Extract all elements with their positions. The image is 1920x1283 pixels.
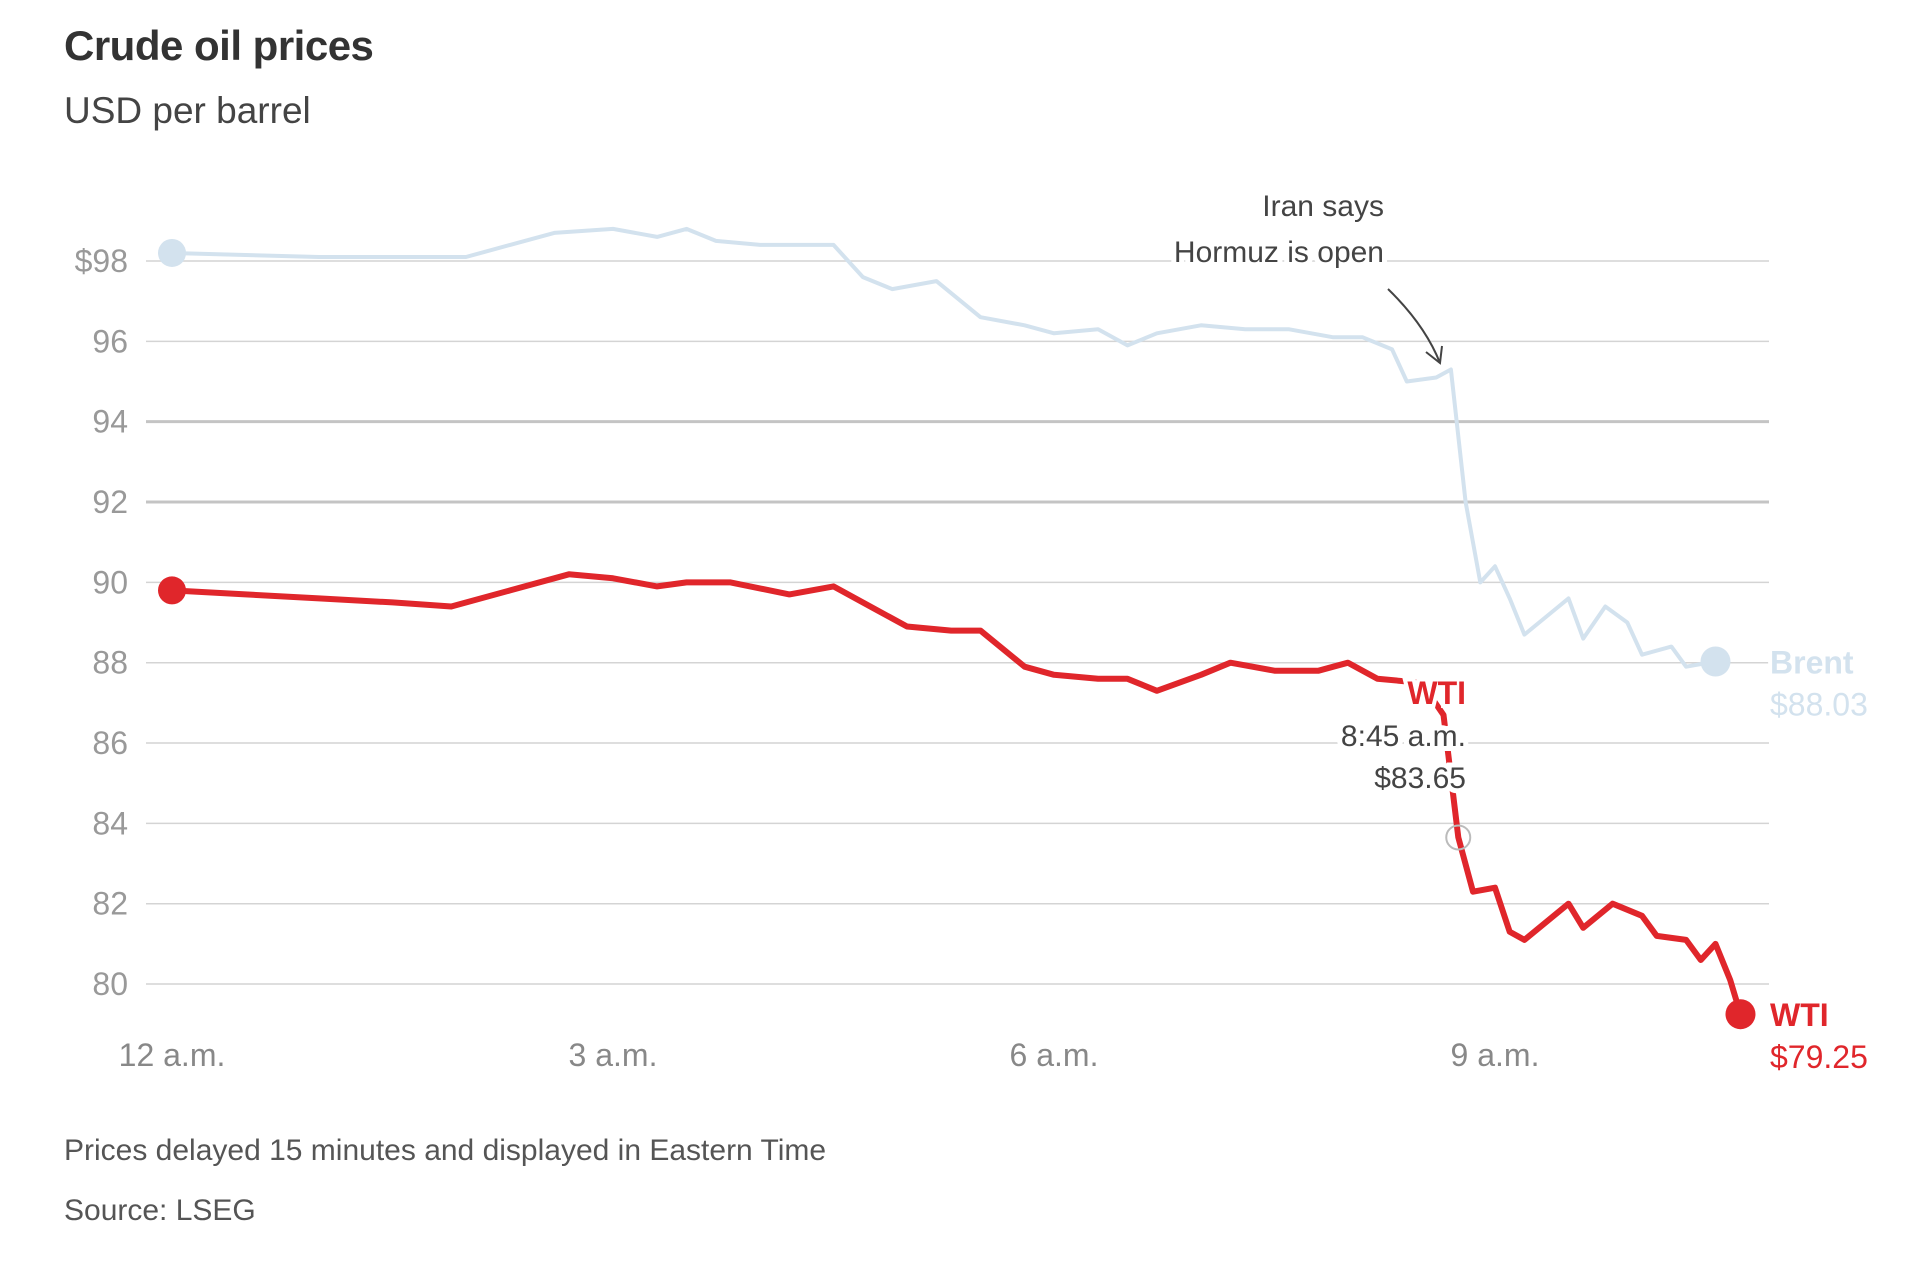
end-point-brent [1700,646,1731,677]
arrow-head-icon [1425,345,1443,365]
footer-note: Prices delayed 15 minutes and displayed … [64,1134,827,1167]
y-tick-label: 96 [92,323,128,359]
x-tick-label: 9 a.m. [1451,1037,1540,1073]
hover-marker [1445,824,1472,851]
series-value-brent: $88.03 [1770,686,1868,722]
series-label-wti: WTI [1770,997,1829,1033]
y-tick-label: 94 [92,404,128,440]
start-point-brent [158,238,186,267]
series-line-wti [171,571,1744,1016]
y-tick-label: 88 [92,645,128,681]
annotation-arrow [1387,288,1441,364]
y-tick-label: 82 [92,886,128,922]
tooltip-series-label: WTI [1407,675,1466,711]
series-value-wti: $79.25 [1770,1039,1868,1075]
annotation-text: Hormuz is open [1174,236,1384,269]
chart-subtitle: USD per barrel [64,90,311,131]
start-point-wti [158,576,186,605]
x-tick-label: 12 a.m. [119,1037,226,1073]
y-tick-label: 90 [92,564,128,600]
footer-source: Source: LSEG [64,1194,256,1227]
annotation-text: Iran says [1262,190,1384,223]
x-tick-label: 6 a.m. [1010,1037,1099,1073]
y-tick-label: $98 [75,243,128,279]
chart-title: Crude oil prices [64,22,374,69]
series-line-brent [171,226,1716,669]
x-tick-label: 3 a.m. [569,1037,658,1073]
tooltip-value: $83.65 [1374,762,1466,795]
y-tick-label: 80 [92,966,128,1002]
end-point-wti [1725,999,1756,1030]
y-tick-label: 86 [92,725,128,761]
tooltip-time: 8:45 a.m. [1341,720,1466,753]
series-label-brent: Brent [1770,644,1854,680]
y-tick-label: 84 [92,805,128,841]
y-tick-label: 92 [92,484,128,520]
